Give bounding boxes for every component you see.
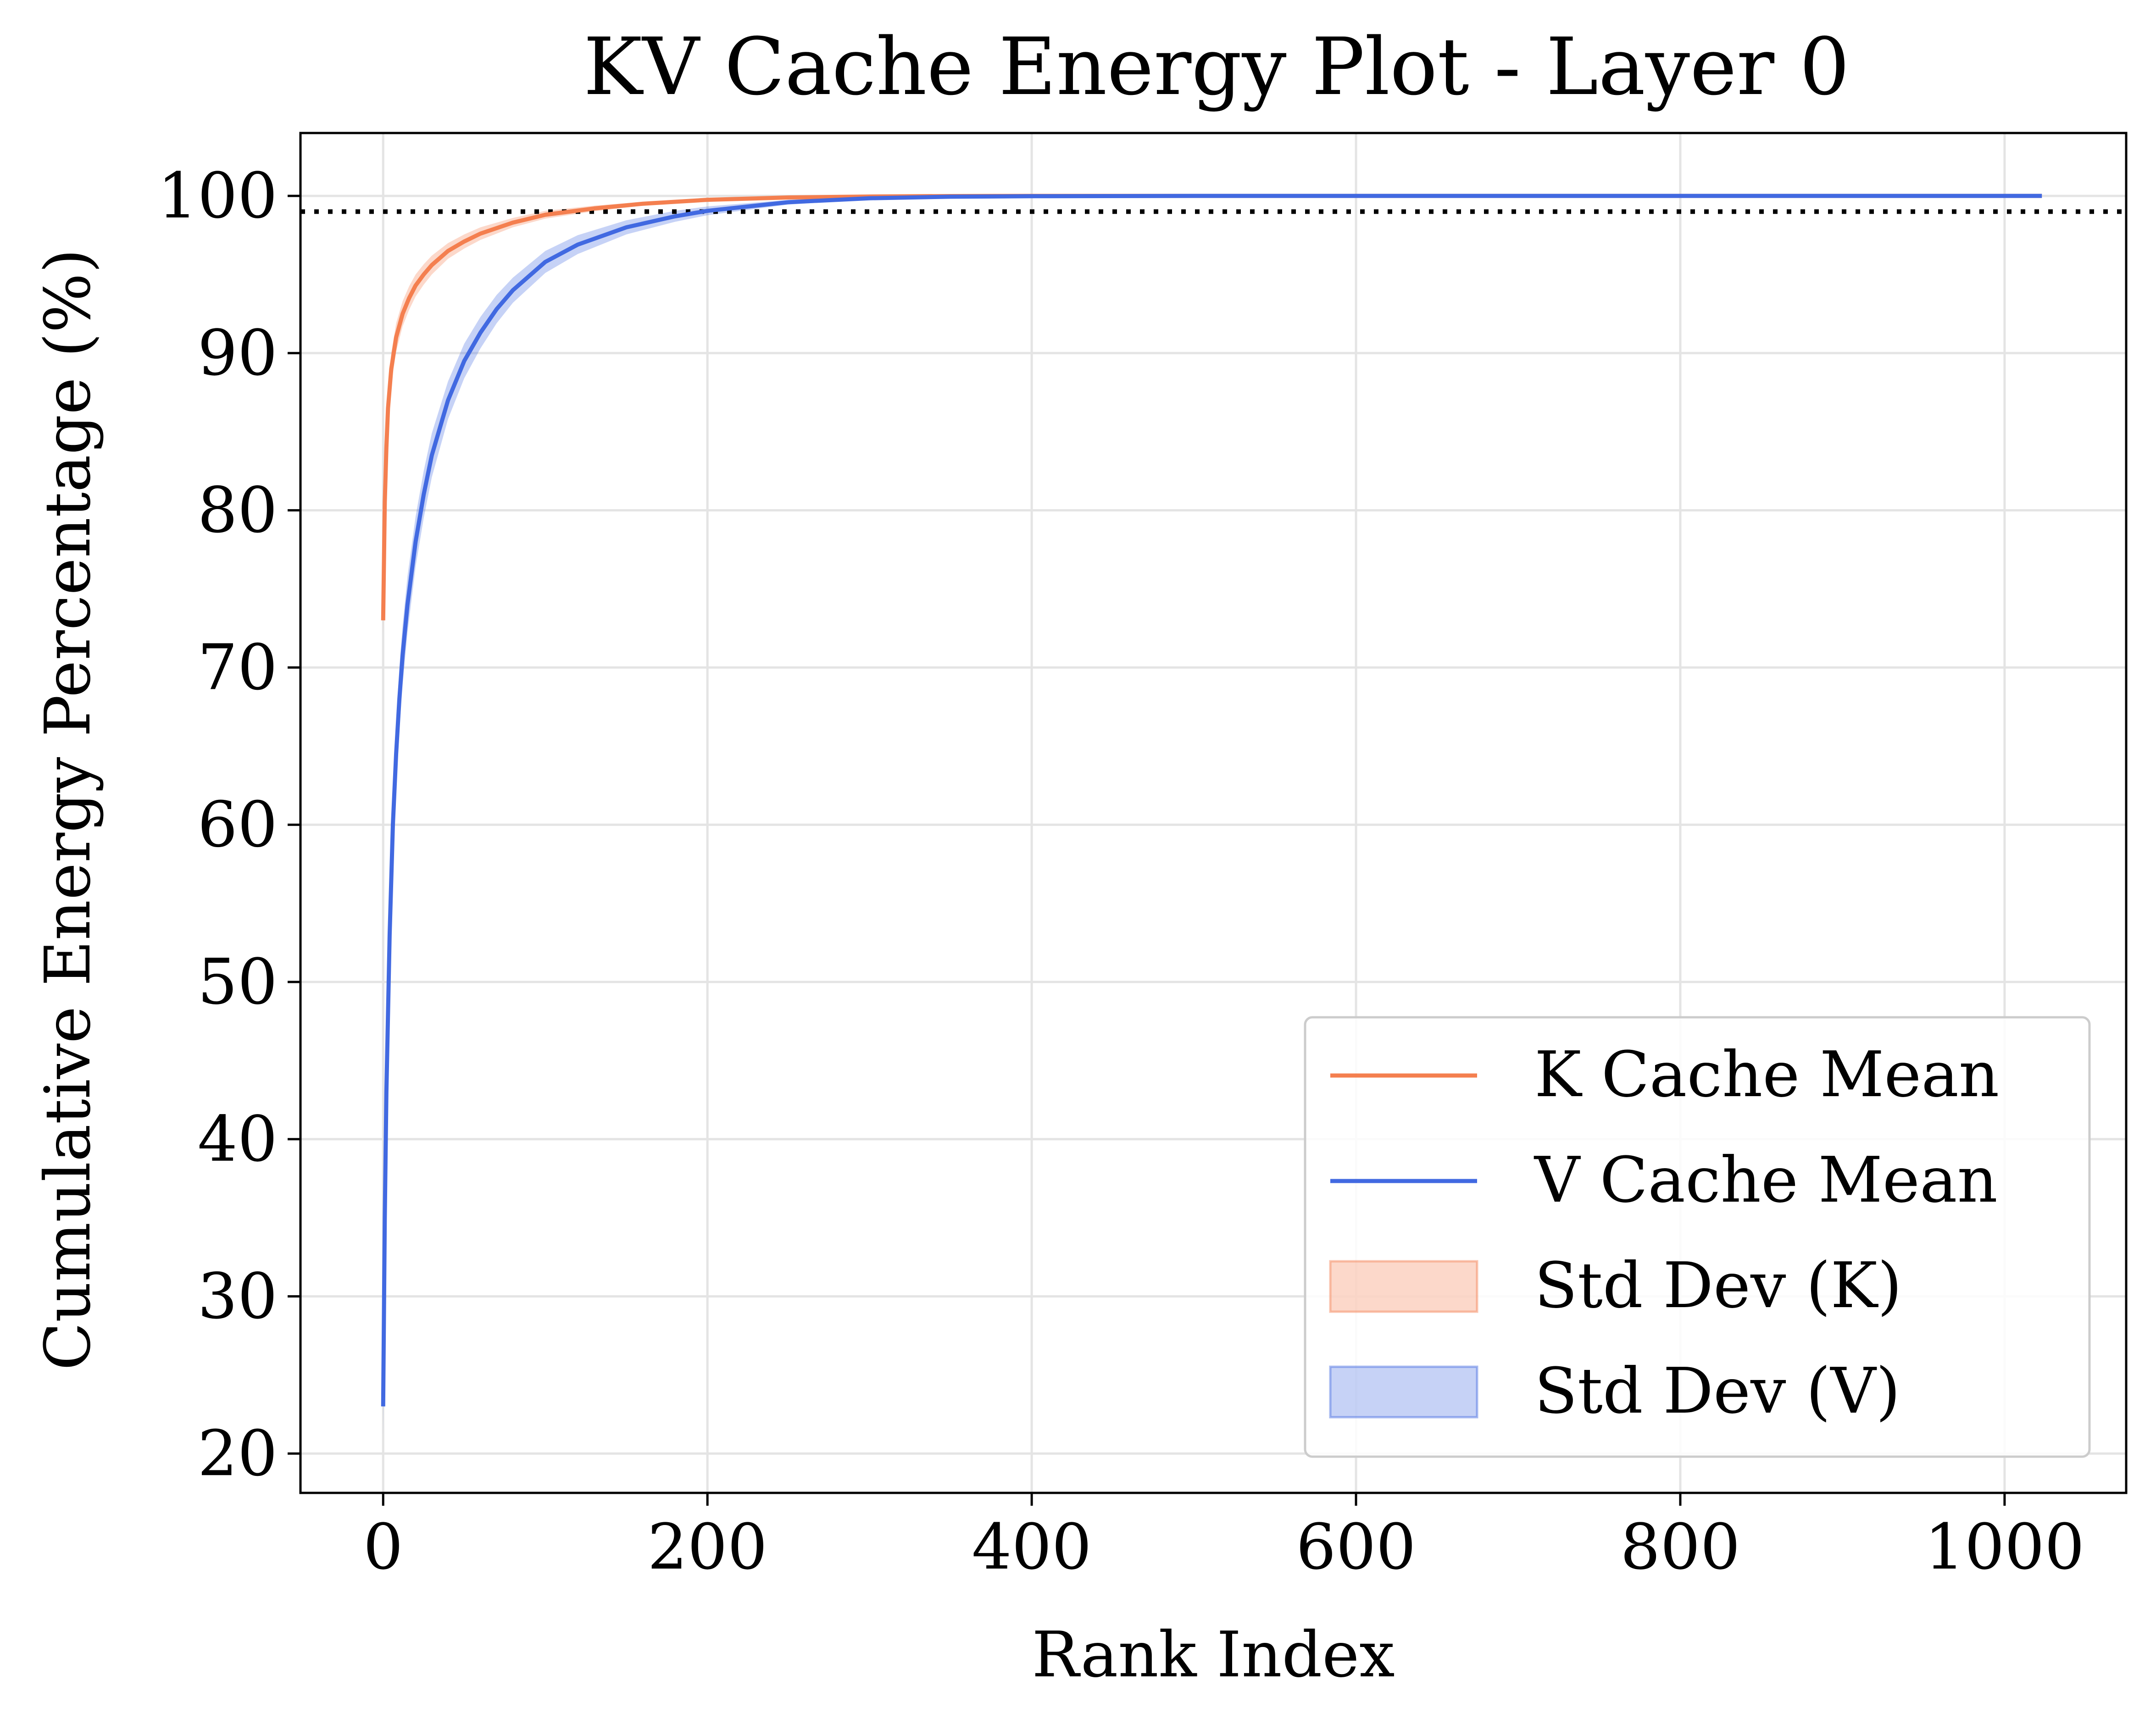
plot-frame [299,132,2128,1494]
legend-label: Std Dev (V) [1534,1355,1900,1428]
series-line [381,194,2042,1407]
legend-label: K Cache Mean [1534,1038,1999,1111]
y-tick-label: 60 [198,788,278,861]
x-tick-label: 0 [363,1511,403,1584]
x-tick-label: 800 [1620,1511,1740,1584]
legend-label: V Cache Mean [1534,1144,1998,1217]
series-lines [381,194,2042,1407]
x-tick-label: 1000 [1925,1511,2085,1584]
legend-label: Std Dev (K) [1534,1249,1902,1322]
legend-patch-swatch [1329,1260,1478,1313]
x-tick-label: 200 [647,1511,767,1584]
y-tick-label: 100 [158,160,278,233]
y-tick-label: 80 [198,474,278,547]
x-tick-label: 600 [1296,1511,1416,1584]
y-tick-label: 30 [198,1260,278,1333]
y-tick-label: 40 [198,1103,278,1176]
x-tick-label: 400 [972,1511,1092,1584]
y-tick-label: 50 [198,946,278,1019]
x-axis-label: Rank Index [1032,1619,1395,1691]
chart-title: KV Cache Energy Plot - Layer 0 [583,21,1850,113]
legend-box [1304,1016,2091,1458]
x-axis: 0 200 400 600 800 1000 [363,1493,2085,1584]
y-tick-label: 70 [198,631,278,704]
grid [300,133,2126,1493]
y-tick-label: 20 [198,1417,278,1490]
legend: K Cache Mean V Cache Mean Std Dev (K) Std D… [1304,1016,2091,1458]
legend-patch-swatch [1329,1365,1478,1419]
y-axis-label: Cumulative Energy Percentage (%) [32,249,105,1370]
y-tick-label: 90 [198,317,278,390]
y-axis: 20 30 40 50 60 70 80 90 100 [158,160,300,1490]
